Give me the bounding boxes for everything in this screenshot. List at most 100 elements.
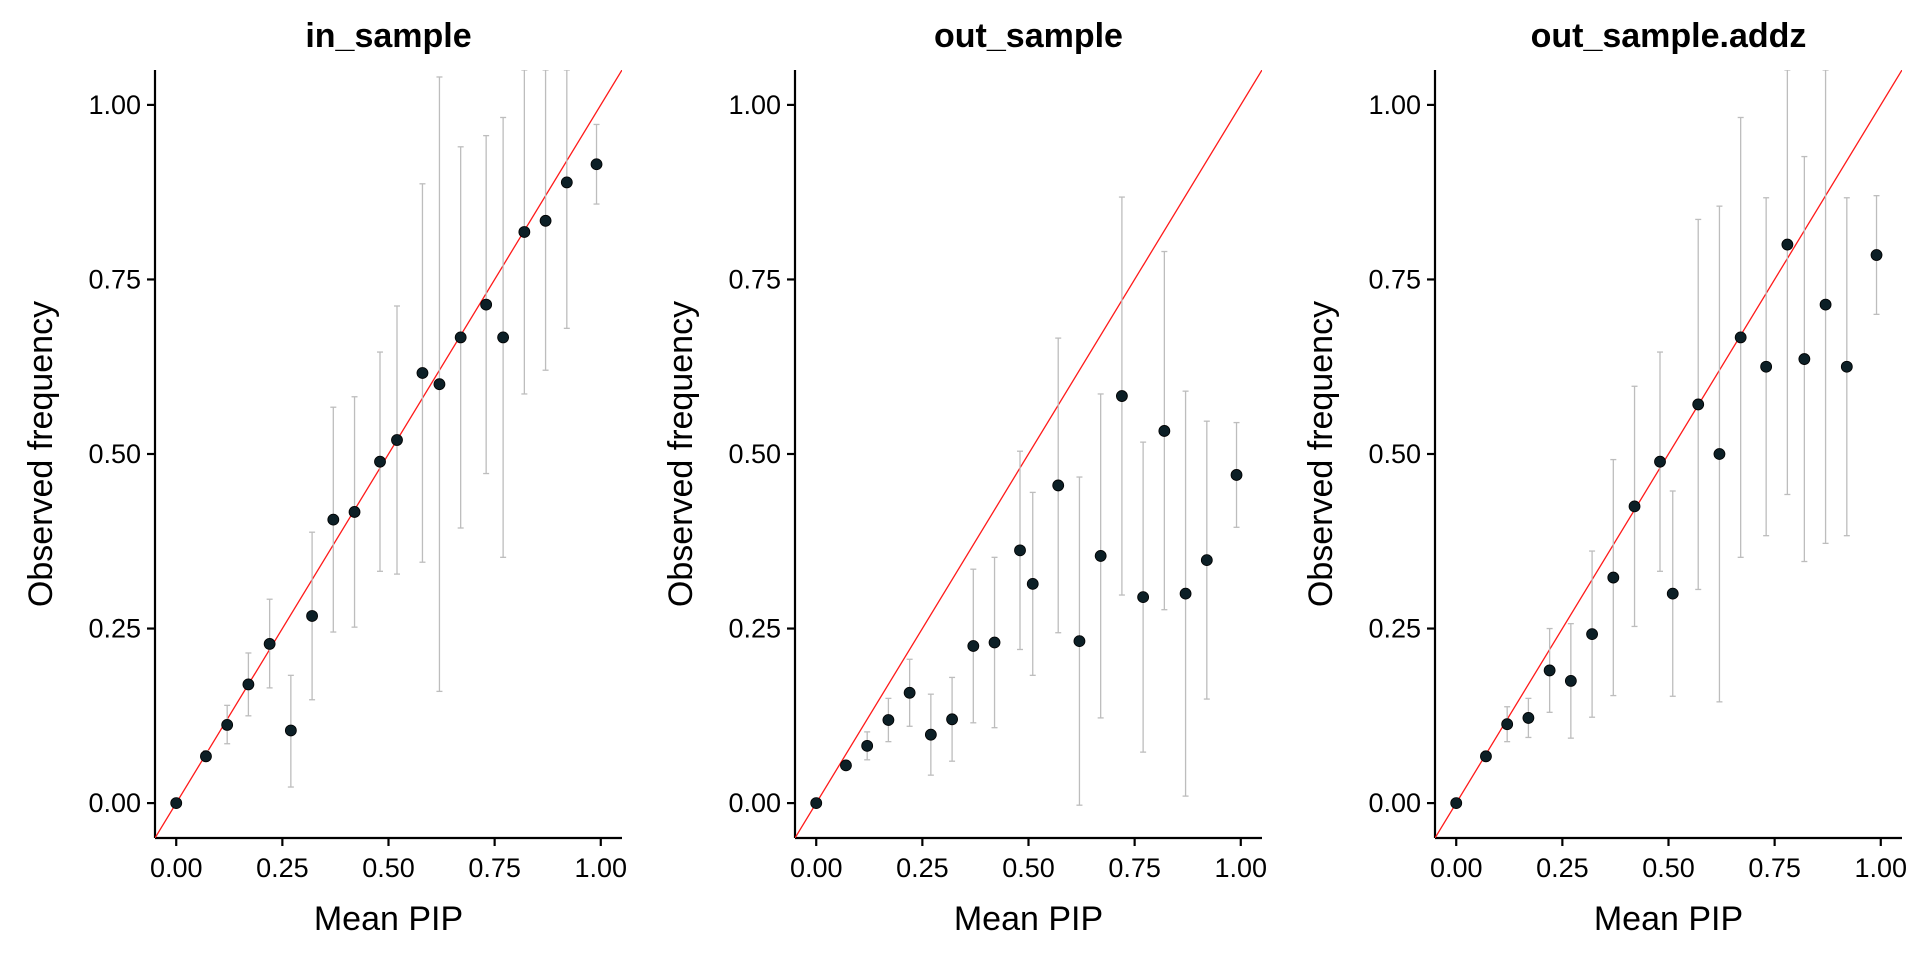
data-point bbox=[840, 759, 852, 772]
y-axis-title: Observed frequency bbox=[22, 301, 60, 607]
x-tick-label: 0.25 bbox=[256, 853, 309, 883]
x-tick-label: 0.50 bbox=[362, 853, 415, 883]
data-point bbox=[1564, 675, 1577, 687]
panel-2: out_sample.addz 0.00 0.25 0.50 0.75 1.00 0.00 0… bbox=[1302, 17, 1907, 938]
data-point bbox=[924, 728, 937, 741]
data-point bbox=[560, 176, 573, 189]
plot-area bbox=[155, 70, 622, 838]
data-point bbox=[1628, 500, 1641, 513]
x-axis-title: Mean PIP bbox=[954, 900, 1103, 938]
data-point bbox=[590, 158, 603, 171]
panel-title: in_sample bbox=[305, 17, 471, 55]
x-tick-label: 0.75 bbox=[1108, 853, 1161, 883]
y-tick-label: 1.00 bbox=[88, 90, 141, 120]
data-point bbox=[1450, 797, 1463, 809]
x-axis-title: Mean PIP bbox=[1594, 900, 1743, 938]
reference-line bbox=[155, 70, 622, 838]
y-tick-label: 0.25 bbox=[88, 614, 141, 644]
x-tick-label: 0.75 bbox=[1748, 853, 1801, 883]
reference-line bbox=[795, 70, 1262, 838]
data-point bbox=[1094, 550, 1107, 562]
y-tick-label: 0.50 bbox=[88, 439, 141, 469]
data-point bbox=[1522, 712, 1535, 724]
data-point bbox=[1798, 353, 1811, 365]
data-point bbox=[1230, 469, 1243, 481]
y-tick-label: 1.00 bbox=[728, 90, 781, 120]
y-axis-title: Observed frequency bbox=[1302, 301, 1340, 607]
data-point bbox=[374, 455, 386, 468]
data-point bbox=[1501, 718, 1514, 731]
y-axis-title: Observed frequency bbox=[662, 301, 700, 607]
data-point bbox=[454, 331, 467, 344]
data-point bbox=[416, 367, 429, 379]
panel-title: out_sample.addz bbox=[1531, 17, 1807, 55]
data-point bbox=[1607, 571, 1620, 584]
x-tick-label: 0.00 bbox=[1430, 853, 1483, 883]
data-point bbox=[391, 434, 403, 446]
data-point bbox=[1840, 360, 1853, 373]
data-point bbox=[518, 226, 531, 238]
data-point bbox=[284, 724, 297, 737]
data-point bbox=[1819, 298, 1832, 311]
plot-area bbox=[795, 70, 1262, 838]
y-tick-label: 0.75 bbox=[88, 264, 141, 294]
data-point bbox=[497, 331, 510, 344]
data-point bbox=[1200, 554, 1213, 567]
panel-1: out_sample 0.00 0.25 0.50 0.75 1.00 0.00 0.25 0.… bbox=[662, 17, 1267, 938]
x-tick-label: 1.00 bbox=[1214, 853, 1267, 883]
y-tick-label: 0.75 bbox=[728, 264, 781, 294]
data-point bbox=[946, 713, 958, 726]
panel-0: in_sample 0.00 0.25 0.50 0.75 1.00 0.00 0.25 0.5… bbox=[22, 17, 627, 938]
data-point bbox=[1014, 544, 1026, 557]
x-tick-label: 0.50 bbox=[1002, 853, 1055, 883]
x-axis-title: Mean PIP bbox=[314, 900, 463, 938]
data-point bbox=[539, 214, 552, 227]
data-point bbox=[1734, 331, 1747, 344]
data-point bbox=[480, 298, 493, 311]
data-point bbox=[1654, 455, 1666, 468]
data-point bbox=[1052, 479, 1065, 492]
data-point bbox=[348, 506, 361, 518]
data-point bbox=[306, 610, 318, 622]
data-point bbox=[1073, 635, 1086, 648]
data-point bbox=[861, 739, 874, 752]
y-tick-label: 0.50 bbox=[728, 439, 781, 469]
data-point bbox=[1158, 425, 1171, 437]
x-tick-label: 0.00 bbox=[150, 853, 203, 883]
y-tick-label: 0.25 bbox=[728, 614, 781, 644]
data-point bbox=[1480, 750, 1492, 763]
data-point bbox=[221, 718, 234, 731]
data-point bbox=[263, 638, 276, 650]
data-point bbox=[1781, 238, 1794, 251]
data-point bbox=[433, 378, 446, 391]
y-tick-label: 0.00 bbox=[1368, 788, 1421, 818]
data-point bbox=[170, 797, 183, 809]
x-tick-label: 1.00 bbox=[1854, 853, 1907, 883]
y-tick-label: 0.25 bbox=[1368, 614, 1421, 644]
y-tick-label: 0.50 bbox=[1368, 439, 1421, 469]
data-point bbox=[200, 750, 212, 763]
data-point bbox=[903, 686, 916, 699]
data-point bbox=[1179, 587, 1192, 600]
data-point bbox=[1760, 360, 1773, 373]
data-point bbox=[967, 640, 980, 652]
data-point bbox=[327, 513, 340, 526]
data-point bbox=[1666, 587, 1679, 600]
data-point bbox=[1870, 249, 1883, 261]
data-point bbox=[1116, 390, 1128, 402]
data-point bbox=[988, 636, 1001, 649]
x-tick-label: 1.00 bbox=[574, 853, 627, 883]
x-tick-label: 0.75 bbox=[468, 853, 521, 883]
panel-title: out_sample bbox=[934, 17, 1123, 55]
data-point bbox=[1692, 398, 1705, 411]
data-point bbox=[1026, 577, 1039, 590]
y-tick-label: 0.75 bbox=[1368, 264, 1421, 294]
x-tick-label: 0.25 bbox=[1536, 853, 1589, 883]
x-tick-label: 0.25 bbox=[896, 853, 949, 883]
x-tick-label: 0.50 bbox=[1642, 853, 1695, 883]
reference-line bbox=[1435, 70, 1902, 838]
data-point bbox=[1137, 591, 1150, 604]
x-tick-label: 0.00 bbox=[790, 853, 843, 883]
data-point bbox=[1543, 664, 1556, 677]
